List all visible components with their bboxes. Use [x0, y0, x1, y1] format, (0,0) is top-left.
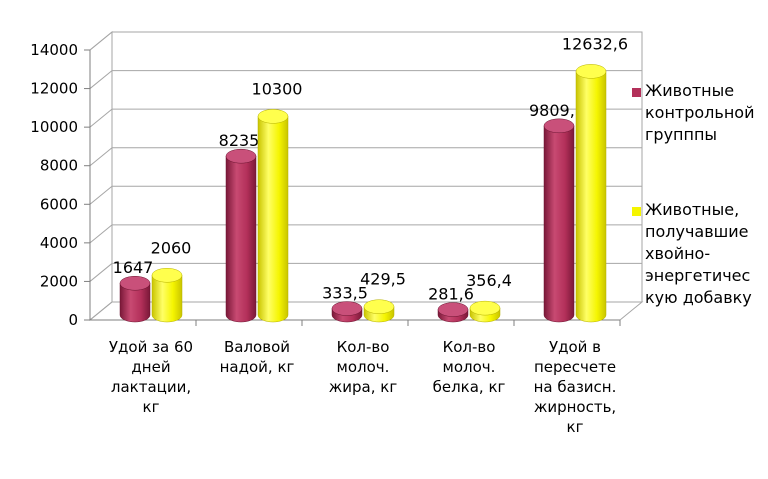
- bar-top: [437, 302, 469, 317]
- bar-treated: [257, 109, 289, 323]
- legend-label: Животные контрольной групппы: [645, 81, 754, 144]
- legend-swatch: [632, 88, 641, 97]
- bar-top: [257, 109, 289, 124]
- gridline: [89, 70, 642, 89]
- bar-body: [225, 155, 257, 323]
- data-label: 10300: [252, 79, 303, 98]
- y-tick-label: 4000: [40, 234, 78, 252]
- category-label-line: надой, кг: [220, 358, 295, 376]
- bar-top: [151, 268, 183, 283]
- category-label-line: Валовой: [224, 338, 290, 356]
- bar-control: [225, 148, 257, 323]
- bar-treated: [575, 64, 607, 323]
- category-label-line: Кол-во: [443, 338, 496, 356]
- legend: Животные контрольной групппы Животные, получ…: [632, 81, 754, 307]
- data-label: 356,4: [466, 271, 512, 290]
- bar-top: [225, 148, 257, 164]
- legend-label-line: контрольной: [645, 103, 754, 122]
- y-tick-label: 10000: [30, 118, 78, 136]
- category-label: Кол-во молоч. белка, кг: [433, 338, 506, 396]
- side-wall: [89, 30, 113, 322]
- gridline: [89, 262, 642, 282]
- data-label: 281,6: [428, 285, 474, 304]
- category-label: Удой за 60 дней лактации, кг: [109, 338, 193, 416]
- gridline: [89, 147, 642, 167]
- category-label-line: жира, кг: [329, 378, 398, 396]
- bar-top: [469, 300, 501, 316]
- gridline: [89, 301, 642, 321]
- category-label-line: жирность,: [534, 398, 616, 416]
- legend-label-line: энергетичес: [645, 266, 750, 285]
- data-label: 1647: [113, 258, 154, 277]
- y-tick-label: 12000: [30, 80, 78, 98]
- legend-label-line: получавшие: [645, 222, 749, 241]
- legend-label-line: хвойно-: [645, 244, 710, 263]
- bar-top: [331, 301, 363, 316]
- category-label-line: кг: [567, 418, 584, 436]
- legend-label-line: Животные,: [645, 200, 739, 219]
- data-label: 429,5: [360, 270, 406, 289]
- bar-body: [151, 275, 183, 323]
- bar-control: [331, 301, 363, 323]
- legend-label: Животные, получавшие хвойно-энергетичес кую…: [645, 200, 752, 307]
- category-label-line: пересчете: [534, 358, 616, 376]
- y-tick-label: 0: [68, 311, 78, 329]
- gridline: [89, 108, 642, 128]
- x-axis-categories: Удой за 60 дней лактации, кг Валовой надой, к…: [109, 320, 621, 436]
- legend-swatch: [632, 207, 641, 216]
- y-tick-label: 8000: [40, 157, 78, 175]
- data-label: 9809,3: [529, 101, 585, 120]
- bar-control: [437, 302, 469, 323]
- gridlines: [89, 31, 642, 321]
- y-tick-label: 6000: [40, 195, 78, 213]
- category-label: Кол-во молоч. жира, кг: [329, 338, 398, 396]
- bar-top: [543, 118, 575, 134]
- category-label-line: Удой в: [549, 338, 601, 356]
- bar-treated: [469, 300, 501, 323]
- data-label: 8235: [219, 131, 260, 150]
- y-tick-label: 2000: [40, 272, 78, 290]
- bar-top: [575, 64, 607, 79]
- category-label-line: лактации,: [111, 378, 191, 396]
- bar-top: [119, 275, 151, 291]
- legend-label-line: Животные: [645, 81, 734, 100]
- category-label-line: Удой за 60: [109, 338, 193, 356]
- bar-control: [543, 118, 575, 323]
- bar-treated: [151, 268, 183, 323]
- category-label-line: дней: [131, 358, 170, 376]
- gridline: [89, 224, 642, 244]
- category-label-line: молоч.: [443, 358, 496, 376]
- data-label: 12632,6: [562, 34, 628, 53]
- category-label-line: кг: [143, 398, 160, 416]
- data-label: 333,5: [322, 284, 368, 303]
- category-label: Удой в пересчете на базисн. жирность, кг: [534, 338, 617, 436]
- y-axis: 0 2000 4000 6000 8000 10000 12000 14000: [30, 41, 620, 329]
- bar-body: [543, 125, 575, 323]
- category-label: Валовой надой, кг: [220, 338, 295, 376]
- bar-body: [575, 71, 607, 323]
- bar-body: [119, 282, 151, 323]
- bar-treated: [363, 299, 395, 323]
- category-label-line: на базисн.: [534, 378, 617, 396]
- bar-body: [257, 116, 289, 323]
- bar-control: [119, 275, 151, 323]
- bar-top: [363, 299, 395, 314]
- data-label: 2060: [151, 238, 192, 257]
- category-label-line: Кол-во: [337, 338, 390, 356]
- gridline: [89, 185, 642, 205]
- category-label-line: молоч.: [337, 358, 390, 376]
- legend-label-line: кую добавку: [645, 288, 752, 307]
- y-tick-label: 14000: [30, 41, 78, 59]
- legend-label-line: групппы: [645, 125, 717, 144]
- category-label-line: белка, кг: [433, 378, 506, 396]
- gridline: [89, 31, 642, 51]
